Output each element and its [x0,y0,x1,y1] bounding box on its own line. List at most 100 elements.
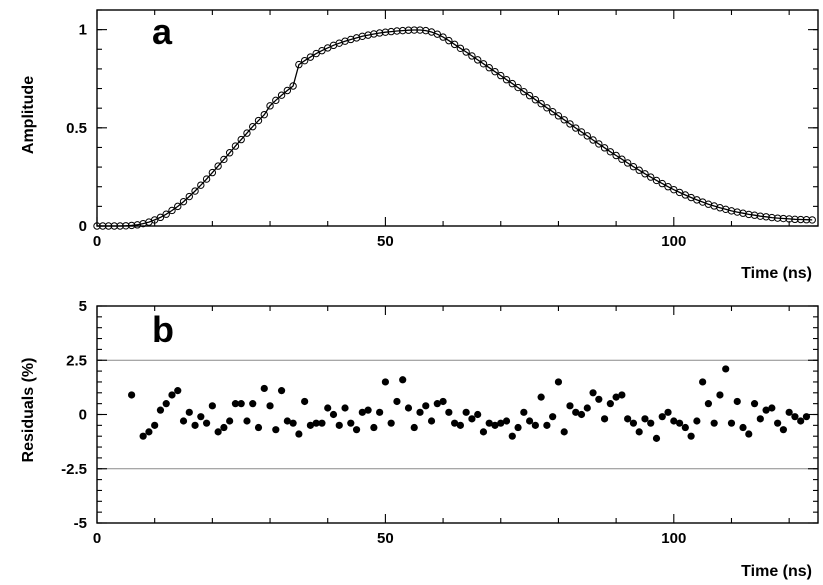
panel-b-data-point [583,404,591,412]
panel-a-data-point [300,56,309,65]
panel-b-data-point [802,413,811,421]
panel-a-data-point [796,215,805,224]
panel-a-data-point [191,187,199,195]
panel-a-data-point [174,202,182,211]
panel-b-data-point [670,417,678,425]
panel-b-data-point [162,400,170,408]
panel-b-frame [96,305,819,524]
panel-a-data-point [606,148,615,156]
panel-b-data-point [508,432,516,440]
panel-a-data-point [254,116,263,125]
panel-b-data-point [410,423,418,432]
panel-b-data-point [260,384,268,393]
panel-b-data-point [710,419,718,427]
panel-a-fit-line [97,29,813,227]
panel-b-data-point [283,417,291,425]
panel-b-y-axis-title: Residuals (%) [20,358,37,463]
panel-b-data-point [272,426,280,434]
panel-b-data-point [185,408,193,416]
panel-a-data-point [312,49,320,58]
panel-b-data-point [422,402,430,410]
panel-a-data-point [531,96,540,104]
panel-a-data-point [445,36,453,45]
panel-b-data-point [376,408,384,416]
panel-b-data-point [745,430,753,438]
panel-a-data-point [670,185,678,194]
panel-b-data-point [306,421,315,429]
panel-a-data-point [433,30,442,38]
panel-b-data-point [156,406,165,414]
panel-b-data-point [266,402,274,410]
panel-a-data-point [214,162,222,170]
panel-b-data-point [445,408,453,416]
panel-a-data-point [277,91,286,99]
panel-b-data-point [197,413,205,421]
panel-a-data-point [243,129,251,137]
panel-a-data-point [572,124,580,132]
panel-a-y-tick-label: 1 [79,22,87,39]
panel-a-data-point [110,222,119,230]
panel-a-data-point [231,142,240,150]
panel-b-data-point [693,417,701,425]
panel-b-data-point [393,397,401,406]
panel-a-data-point [439,33,447,41]
panel-a-data-point [318,46,326,55]
panel-b-data-point [658,413,666,421]
panel-b-data-point [595,395,603,403]
panel-a-data-point [497,71,505,80]
panel-a-data-point [756,212,765,220]
panel-b-data-point [364,406,372,414]
panel-b-data-point [560,428,568,436]
panel-b-x-axis-title: Time (ns) [741,563,812,580]
panel-b-data-point [629,419,638,427]
panel-a-data-point [520,87,528,96]
panel-b-data-point [618,391,626,399]
panel-b-data-point [502,417,511,425]
panel-b-data-point [179,417,188,425]
panel-a-data-point [785,215,793,223]
panel-b-data-point [456,421,464,429]
panel-a-data-point [220,155,228,164]
panel-a-data-point [202,175,211,183]
panel-a-data-point [525,91,534,100]
panel-b-data-point [468,415,476,423]
panel-a-data-point [629,162,638,171]
panel-a-data-point [295,60,303,69]
panel-b-data-point [543,421,551,429]
panel-b-data-point [641,415,649,423]
panel-b-data-point [399,376,407,384]
panel-a-data-point [537,99,545,108]
panel-a-data-point [595,140,603,148]
panel-b-data-point [243,417,251,425]
panel-a-data-point [404,26,413,34]
panel-a-data-point [491,67,499,76]
panel-a-data-point [208,168,217,177]
panel-a-data-point [508,79,516,88]
panel-a-data-point [652,176,661,185]
panel-a-data-point [381,28,390,36]
panel-a-data-point [462,48,470,56]
panel-a-data-point [237,135,245,144]
panel-a-data-point [162,210,170,218]
panel-a-data-point [618,155,626,163]
panel-a-data-point [156,213,165,222]
panel-b-data-point [704,400,713,408]
panel-a-data-point [168,206,176,215]
panel-b-data-point [681,423,689,432]
panel-b-data-point [237,400,245,408]
panel-a-data-point [514,83,522,92]
panel-a-x-tick-label: 0 [93,233,101,250]
panel-a-data-point [543,104,551,112]
panel-a-data-point [99,222,107,230]
panel-b-y-tick-label: 2.5 [66,352,87,369]
panel-a-y-axis-title: Amplitude [20,76,37,154]
panel-a-data-point [393,27,401,35]
panel-b-data-point [612,393,620,401]
panel-b-x-tick-label: 100 [661,530,686,547]
panel-a-data-point [456,44,465,52]
panel-b-data-point [485,419,493,427]
panel-b-data-point [474,410,482,419]
panel-a-frame [96,9,819,227]
panel-b-data-point [520,408,528,416]
panel-a-data-point [387,27,395,36]
